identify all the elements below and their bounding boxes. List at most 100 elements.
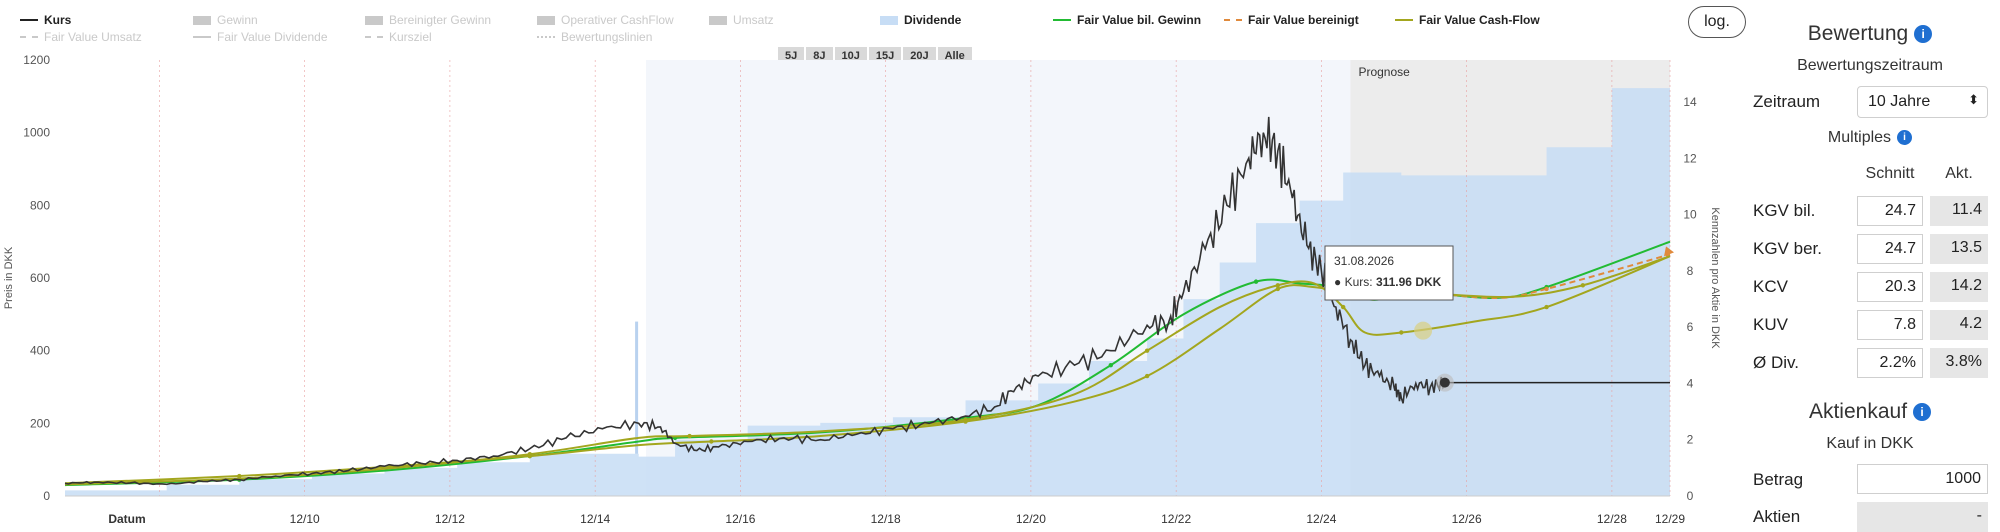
multiple-label: KCV xyxy=(1753,277,1788,296)
hover-halo xyxy=(1414,321,1433,340)
series-point xyxy=(237,473,242,479)
legend-item-bereinigter-gewinn[interactable]: Bereinigter Gewinn xyxy=(365,13,491,27)
valuation-title-row: Bewertung i xyxy=(1740,22,2000,46)
period-select[interactable]: 10 Jahre ⬍ xyxy=(1857,86,1988,118)
plot-svg: Prognose 0 200 400 600 800 1000 1200 0 2 4 6 8 10 12 14… xyxy=(3,53,1721,526)
x-tick-label: 12/18 xyxy=(871,512,901,526)
multiple-avg-input[interactable]: 24.7 xyxy=(1857,234,1923,264)
legend-item-kurs[interactable]: Kurs xyxy=(20,13,71,27)
x-tick-label: 12/29 xyxy=(1655,512,1685,526)
series-point xyxy=(687,433,692,439)
legend-item-fair-value-bil-gewinn[interactable]: Fair Value bil. Gewinn xyxy=(1053,13,1201,27)
y-right-tick-label: 10 xyxy=(1683,208,1697,222)
series-point xyxy=(963,419,968,424)
series-point xyxy=(1340,304,1346,310)
legend-item-fair-value-bereinigt[interactable]: Fair Value bereinigt xyxy=(1224,13,1359,27)
x-tick-label: 12/10 xyxy=(290,512,320,526)
forecast-label: Prognose xyxy=(1358,65,1410,79)
legend-swatch xyxy=(193,36,211,38)
tooltip-amount: 311.96 DKK xyxy=(1376,275,1442,289)
legend-item-umsatz[interactable]: Umsatz xyxy=(709,13,774,27)
y-right-tick-label: 6 xyxy=(1687,320,1694,334)
col-avg-header: Schnitt xyxy=(1865,165,1915,182)
legend-item-kursziel[interactable]: Kursziel xyxy=(365,30,432,44)
tooltip-date: 31.08.2026 xyxy=(1334,254,1394,268)
amount-label: Betrag xyxy=(1753,470,1804,489)
legend-label: Bewertungslinien xyxy=(561,30,653,44)
info-icon[interactable]: i xyxy=(1914,25,1933,44)
multiple-label: KGV bil. xyxy=(1753,201,1816,220)
y-left-tick-label: 200 xyxy=(30,416,50,430)
legend-item-operativer-cashflow[interactable]: Operativer CashFlow xyxy=(537,13,674,27)
legend-label: Umsatz xyxy=(733,13,774,27)
col-cur-header: Akt. xyxy=(1945,165,1973,182)
legend-swatch xyxy=(20,36,38,38)
multiples-heading-row: Multiples i xyxy=(1740,129,2000,147)
dividend-area xyxy=(65,88,1670,497)
y-left-axis-title: Preis in DKK xyxy=(3,246,15,309)
legend-label: Kurs xyxy=(44,13,72,27)
tooltip-label: ● Kurs: xyxy=(1334,275,1376,289)
valuation-title: Bewertung xyxy=(1807,22,1909,45)
multiple-current-value: 11.4 xyxy=(1930,196,1988,226)
series-point xyxy=(1144,373,1150,379)
legend-swatch xyxy=(193,15,211,25)
multiple-avg-input[interactable]: 2.2% xyxy=(1857,348,1923,378)
shares-label: Aktien xyxy=(1753,507,1801,526)
period-heading: Bewertungszeitraum xyxy=(1797,57,1943,74)
y-left-tick-label: 0 xyxy=(43,489,50,503)
series-point xyxy=(527,453,532,459)
x-tick-label: 12/20 xyxy=(1016,512,1046,526)
legend-item-fair-value-umsatz[interactable]: Fair Value Umsatz xyxy=(20,30,142,44)
legend-swatch xyxy=(20,19,38,21)
legend-item-bewertungslinien[interactable]: Bewertungslinien xyxy=(537,30,652,44)
y-right-axis-title: Kennzahlen pro Aktie in DKK xyxy=(1709,207,1721,349)
series-point xyxy=(1580,283,1586,288)
dividend-spike xyxy=(635,321,639,454)
tooltip-value: ● Kurs: 311.96 DKK xyxy=(1334,275,1442,289)
legend-swatch xyxy=(1395,19,1413,21)
amount-input[interactable]: 1000 xyxy=(1857,464,1988,494)
multiple-avg-input[interactable]: 20.3 xyxy=(1857,272,1923,302)
series-point xyxy=(1144,348,1150,353)
multiple-avg-input[interactable]: 7.8 xyxy=(1857,310,1923,340)
buy-title-row: Aktienkauf i xyxy=(1740,400,2000,424)
period-select-value: 10 Jahre xyxy=(1868,93,1931,110)
info-icon[interactable]: i xyxy=(1897,130,1913,146)
series-point xyxy=(1544,304,1549,310)
period-label: Zeitraum xyxy=(1753,92,1821,111)
bereinigt-end-marker xyxy=(1664,246,1674,257)
legend-swatch xyxy=(537,36,555,38)
y-right-tick-label: 4 xyxy=(1687,376,1694,390)
legend-swatch xyxy=(365,15,383,25)
y-left-tick-label: 600 xyxy=(30,271,50,285)
legend-label: Operativer CashFlow xyxy=(561,13,674,27)
multiples-heading: Multiples xyxy=(1827,129,1892,146)
legend-swatch xyxy=(365,36,383,38)
multiple-label: KUV xyxy=(1753,315,1788,334)
legend-swatch xyxy=(1053,19,1071,21)
log-scale-button[interactable]: log. xyxy=(1688,6,1746,38)
current-price-marker xyxy=(1439,377,1450,388)
x-tick-label: 12/16 xyxy=(725,512,755,526)
y-right-tick-label: 2 xyxy=(1687,433,1694,447)
info-icon[interactable]: i xyxy=(1913,403,1932,422)
legend-label: Fair Value bereinigt xyxy=(1248,13,1359,27)
legend-swatch xyxy=(880,15,898,25)
legend-label: Kursziel xyxy=(389,30,432,44)
multiple-avg-input[interactable]: 24.7 xyxy=(1857,196,1923,226)
legend-item-fair-value-cash-flow[interactable]: Fair Value Cash-Flow xyxy=(1395,13,1540,27)
x-tick-label: 12/28 xyxy=(1597,512,1627,526)
shares-value: - xyxy=(1857,502,1988,532)
multiple-label: Ø Div. xyxy=(1753,353,1799,372)
select-arrows-icon: ⬍ xyxy=(1968,92,1979,107)
series-point xyxy=(1544,286,1549,292)
legend-item-dividende[interactable]: Dividende xyxy=(880,13,961,27)
x-tick-label: 12/14 xyxy=(580,512,610,526)
multiple-label: KGV ber. xyxy=(1753,239,1822,258)
series-point xyxy=(709,439,714,444)
legend-item-gewinn[interactable]: Gewinn xyxy=(193,13,258,27)
y-right-tick-label: 8 xyxy=(1687,264,1694,278)
legend-swatch xyxy=(537,15,555,25)
legend-item-fair-value-dividende[interactable]: Fair Value Dividende xyxy=(193,30,328,44)
